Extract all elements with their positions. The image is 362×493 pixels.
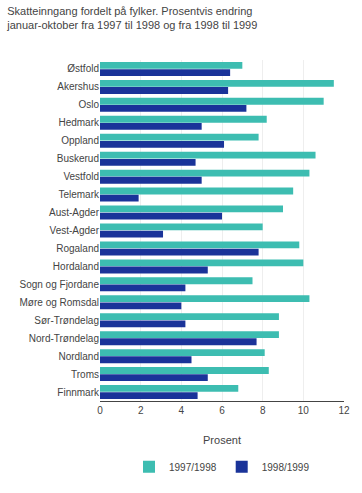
svg-text:4: 4 bbox=[179, 405, 185, 416]
svg-text:Vestfold: Vestfold bbox=[63, 171, 99, 182]
svg-text:Sogn og Fjordane: Sogn og Fjordane bbox=[19, 279, 99, 290]
svg-text:Hedmark: Hedmark bbox=[58, 117, 100, 128]
svg-text:Nord-Trøndelag: Nord-Trøndelag bbox=[29, 333, 99, 344]
svg-text:Buskerud: Buskerud bbox=[57, 153, 99, 164]
svg-text:Prosent: Prosent bbox=[203, 434, 241, 446]
svg-text:0: 0 bbox=[97, 405, 103, 416]
svg-text:Finnmark: Finnmark bbox=[57, 387, 100, 398]
svg-text:Akershus: Akershus bbox=[57, 81, 99, 92]
svg-text:Nordland: Nordland bbox=[58, 351, 99, 362]
svg-text:Oslo: Oslo bbox=[78, 99, 99, 110]
svg-text:12: 12 bbox=[338, 405, 350, 416]
svg-text:10: 10 bbox=[298, 405, 310, 416]
svg-text:Troms: Troms bbox=[71, 369, 99, 380]
svg-text:Rogaland: Rogaland bbox=[56, 243, 99, 254]
svg-text:Vest-Agder: Vest-Agder bbox=[50, 225, 100, 236]
svg-text:Østfold: Østfold bbox=[67, 63, 99, 74]
svg-text:8: 8 bbox=[260, 405, 266, 416]
svg-text:Sør-Trøndelag: Sør-Trøndelag bbox=[34, 315, 99, 326]
svg-text:Telemark: Telemark bbox=[58, 189, 100, 200]
svg-text:1998/1999: 1998/1999 bbox=[262, 462, 310, 473]
svg-text:Skatteinngang fordelt på fylke: Skatteinngang fordelt på fylker. Prosent… bbox=[6, 5, 257, 31]
svg-text:Aust-Agder: Aust-Agder bbox=[49, 207, 100, 218]
svg-text:2: 2 bbox=[138, 405, 144, 416]
svg-text:6: 6 bbox=[219, 405, 225, 416]
svg-text:Møre og Romsdal: Møre og Romsdal bbox=[20, 297, 99, 308]
svg-text:Oppland: Oppland bbox=[61, 135, 99, 146]
svg-text:Hordaland: Hordaland bbox=[53, 261, 99, 272]
svg-text:1997/1998: 1997/1998 bbox=[169, 462, 217, 473]
